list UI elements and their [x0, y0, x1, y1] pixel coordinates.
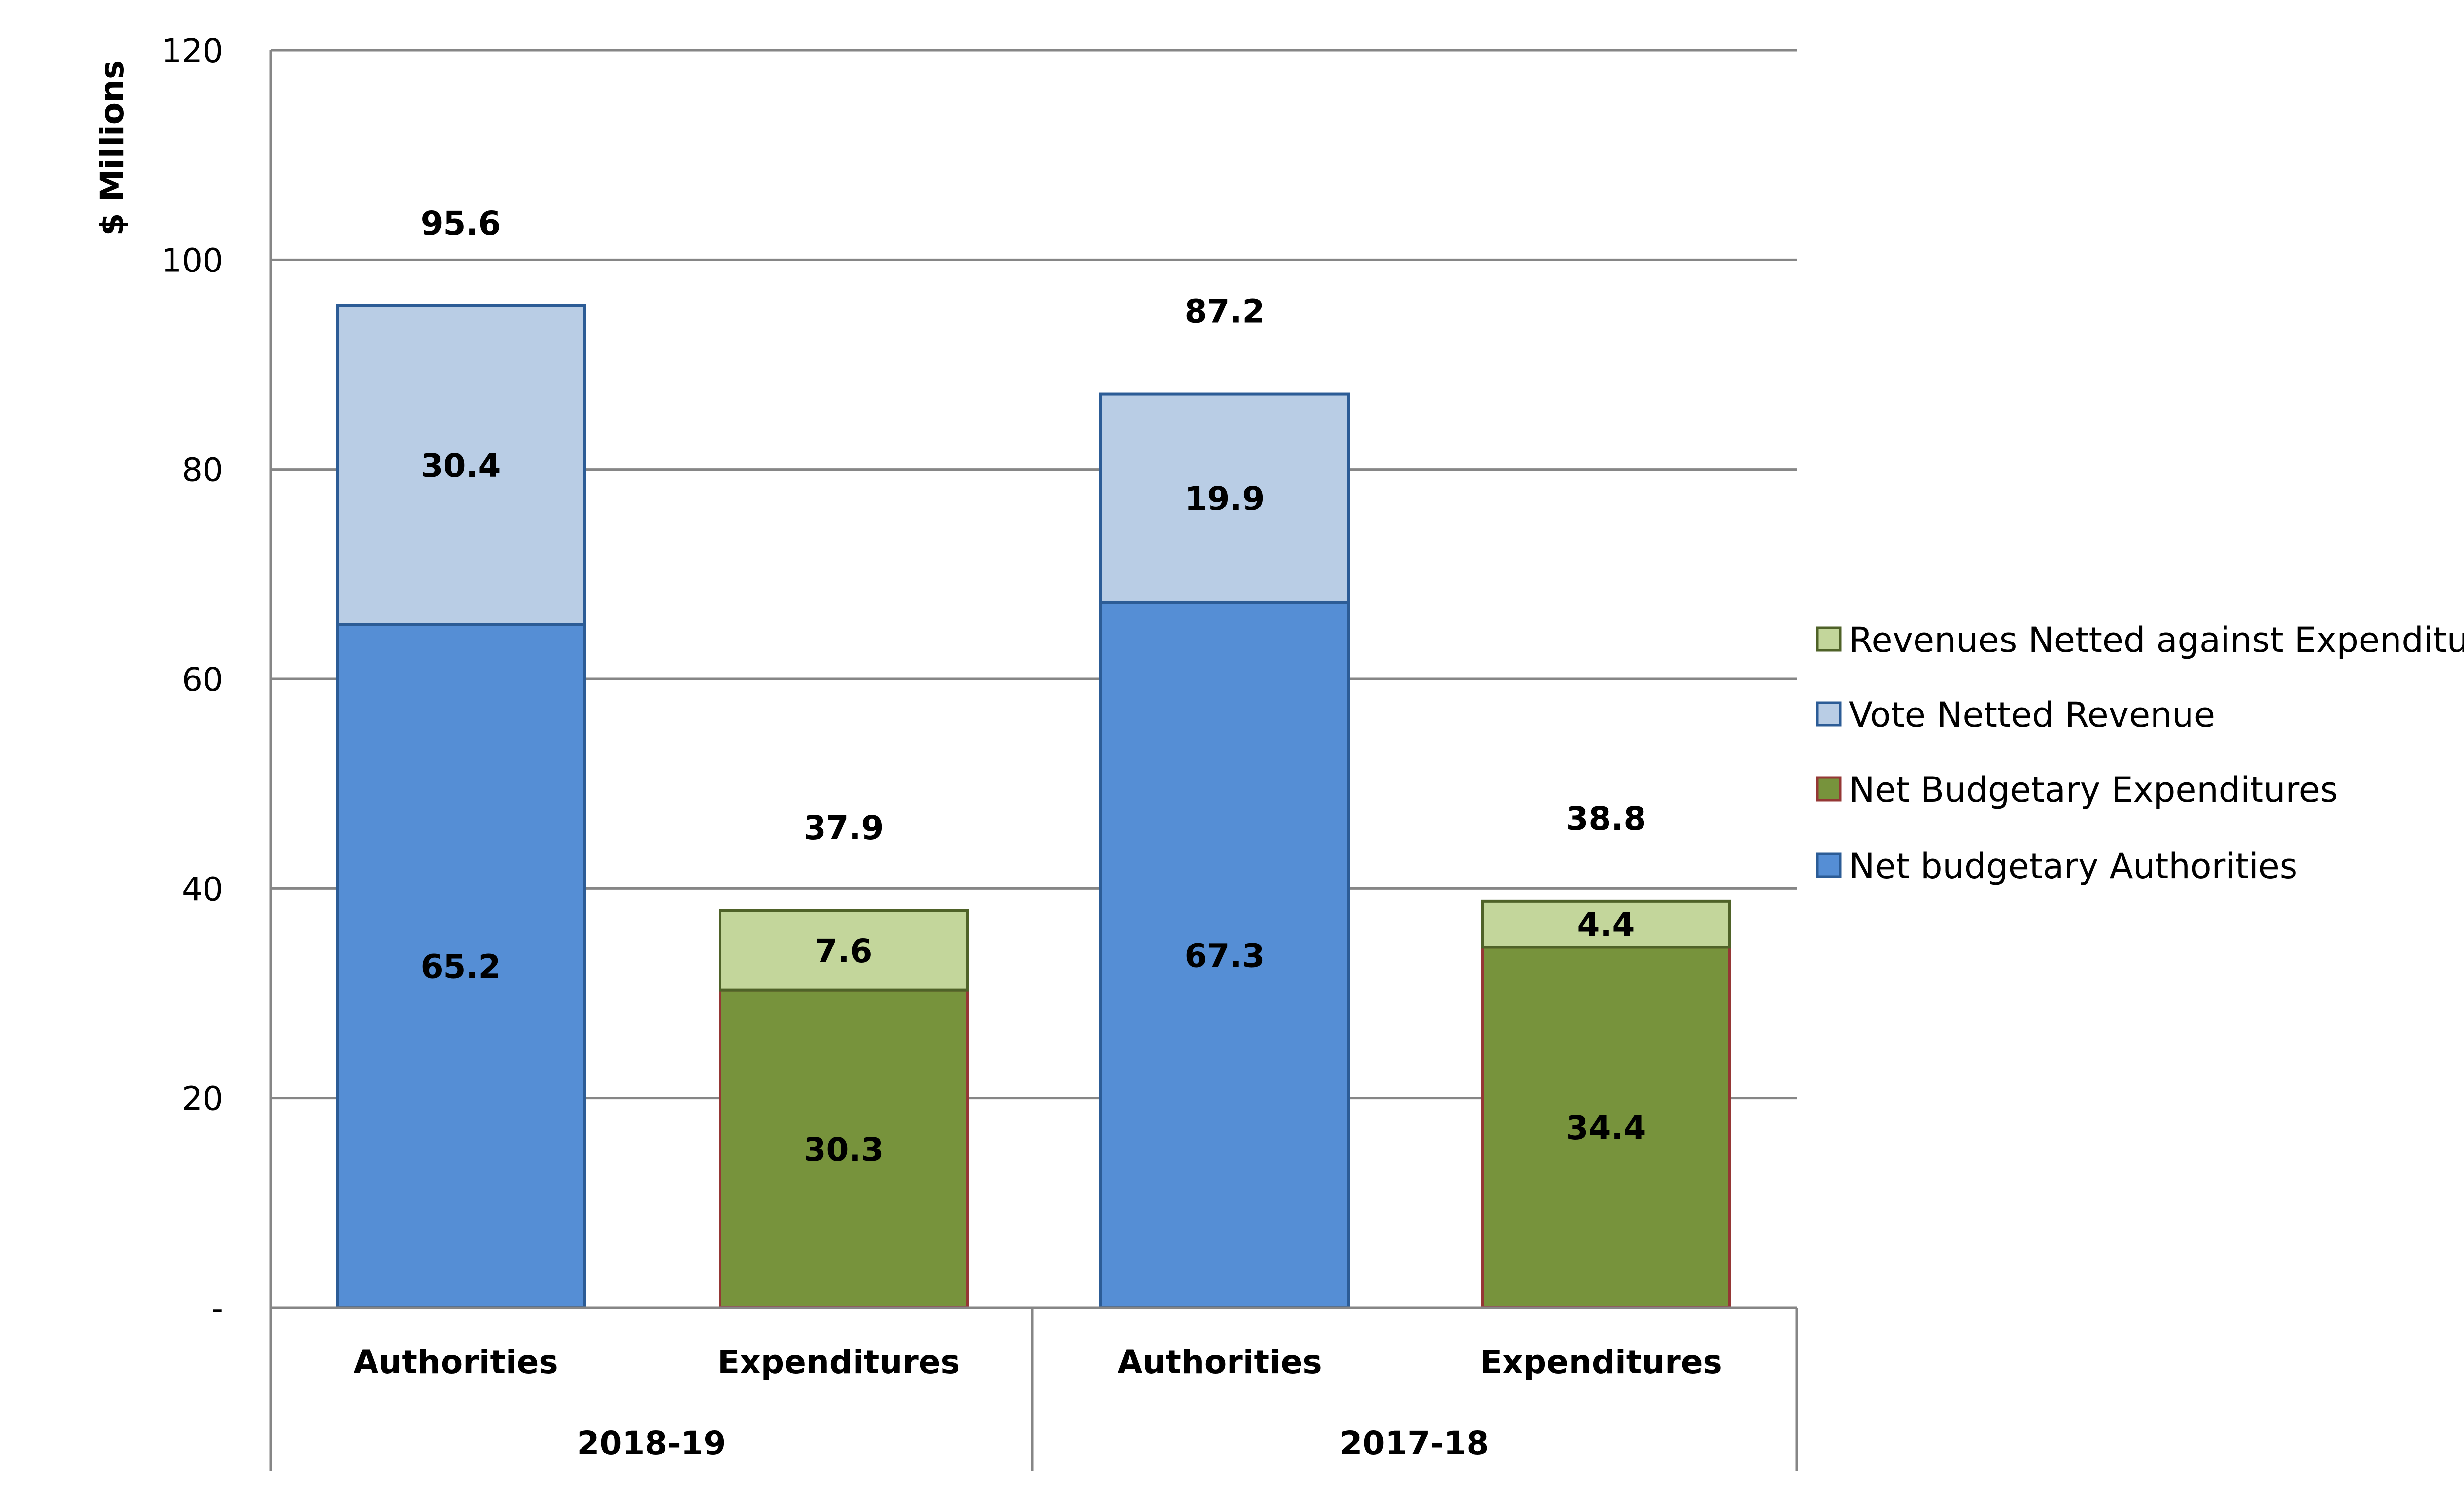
data-label: 4.4: [1577, 906, 1635, 944]
x-category-label: Expenditures: [1480, 1343, 1722, 1381]
legend: Revenues Netted against Expenditures Vote…: [1816, 620, 2464, 886]
legend-label: Net budgetary Authorities: [1849, 846, 2297, 886]
y-tick-label: 120: [161, 32, 223, 70]
bar-segment: [336, 304, 586, 626]
legend-label: Net Budgetary Expenditures: [1849, 770, 2338, 810]
x-group-label: 2018-19: [577, 1424, 726, 1462]
legend-label: Vote Netted Revenue: [1849, 695, 2215, 735]
bar-segment: [719, 988, 969, 1309]
y-axis-title: $ Millions: [93, 60, 131, 236]
data-label: 30.4: [421, 447, 501, 485]
bar-segment: [1099, 601, 1350, 1309]
y-tick-label: 80: [182, 451, 223, 489]
x-category-label: Authorities: [1117, 1343, 1322, 1381]
data-label: 30.3: [804, 1131, 884, 1169]
x-category-label: Expenditures: [718, 1343, 960, 1381]
bar-segment: [1481, 899, 1731, 949]
x-group-label: 2017-18: [1340, 1424, 1489, 1462]
legend-label: Revenues Netted against Expenditures: [1849, 620, 2464, 660]
legend-swatch: [1816, 852, 1842, 878]
y-tick-label: 40: [182, 870, 223, 908]
bar-segment: [719, 909, 969, 992]
bars: 65.2 30.4 95.6 30.3 7.6 37.9 67.3 19.9 87.2 34.4 4…: [336, 204, 1731, 1309]
y-tick-label: 100: [161, 241, 223, 279]
data-label: 19.9: [1185, 480, 1265, 518]
total-label: 38.8: [1566, 800, 1646, 838]
total-label: 87.2: [1185, 293, 1265, 331]
total-label: 37.9: [804, 809, 884, 847]
data-label: 67.3: [1185, 937, 1265, 975]
legend-swatch: [1816, 776, 1842, 802]
bar-segment: [1099, 392, 1350, 604]
data-label: 34.4: [1566, 1109, 1646, 1147]
total-label: 95.6: [421, 204, 501, 242]
data-label: 65.2: [421, 948, 501, 986]
x-category-label: Authorities: [353, 1343, 558, 1381]
bar-segment: [1481, 946, 1731, 1309]
data-label: 7.6: [815, 932, 873, 970]
y-tick-label: 60: [182, 661, 223, 699]
y-tick-label: -: [211, 1289, 223, 1327]
axes: - 20 40 60 80 100 120 Authorities Expenditures Au…: [161, 32, 1798, 1471]
y-tick-label: 20: [182, 1080, 223, 1118]
legend-swatch: [1816, 701, 1842, 727]
legend-swatch: [1816, 626, 1842, 652]
